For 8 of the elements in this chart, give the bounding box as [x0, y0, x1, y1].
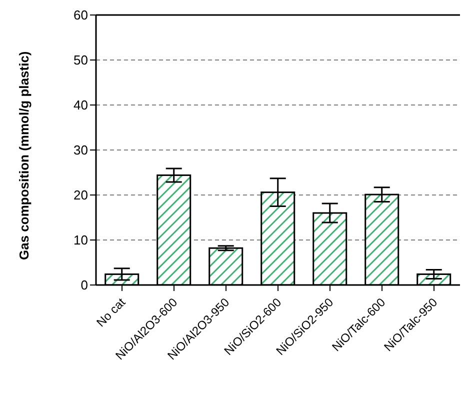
y-tick-label: 40: [74, 98, 88, 113]
y-tick-label: 0: [80, 278, 88, 293]
y-axis-title: Gas composition (mmol/g plastic): [16, 51, 32, 260]
y-tick-label: 30: [74, 142, 88, 158]
y-tick-label: 50: [74, 52, 88, 68]
y-tick-label: 60: [74, 8, 88, 23]
y-tick-label: 10: [74, 232, 88, 248]
y-tick-label: 20: [74, 188, 88, 203]
